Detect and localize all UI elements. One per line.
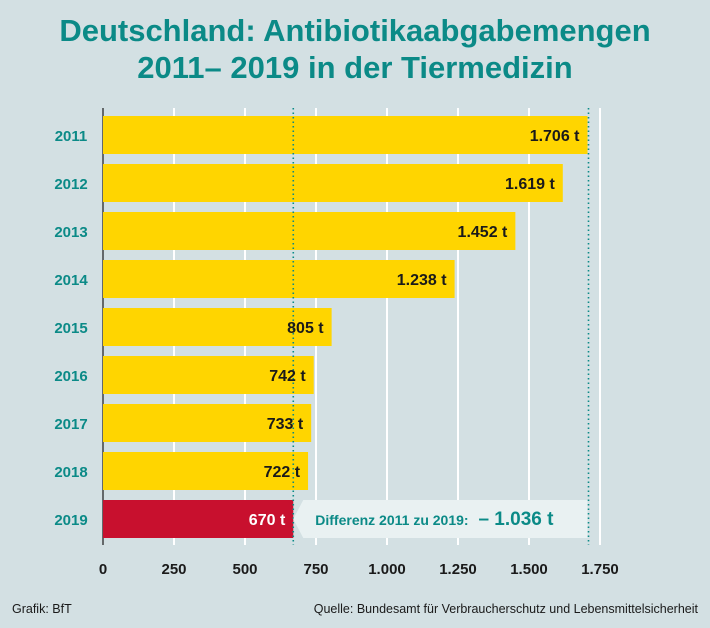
y-axis-categories: 2011 2012 2013 2014 2015 2016 2017 2018 2019 bbox=[54, 128, 88, 529]
bar-value-label: 722 t bbox=[264, 464, 301, 481]
chart-title-line-1: Deutschland: Antibiotikaabgabemengen bbox=[59, 13, 651, 48]
bar-2015 bbox=[103, 308, 332, 346]
bar-value-label: 733 t bbox=[267, 416, 304, 433]
x-tick-label: 250 bbox=[161, 561, 186, 578]
reference-lines bbox=[292, 108, 590, 545]
x-tick-label: 1.250 bbox=[439, 561, 477, 578]
annotation-text: Differenz 2011 zu 2019: – 1.036 t bbox=[315, 509, 554, 530]
x-tick-label: 1.500 bbox=[510, 561, 548, 578]
bar-2019 bbox=[103, 500, 294, 538]
bar-2017 bbox=[103, 404, 312, 442]
annotation-value: – 1.036 t bbox=[478, 509, 554, 530]
chart-title-line-2: 2011– 2019 in der Tiermedizin bbox=[137, 50, 573, 85]
bar-value-label: 742 t bbox=[269, 368, 306, 385]
bar-2011 bbox=[103, 116, 588, 154]
bar-value-label: 670 t bbox=[249, 512, 286, 529]
bar-value-label: 805 t bbox=[287, 320, 324, 337]
x-tick-label: 0 bbox=[99, 561, 107, 578]
bar-value-label: 1.452 t bbox=[458, 224, 508, 241]
bar-value-label: 1.706 t bbox=[530, 128, 580, 145]
bar-value-labels: 1.706 t 1.619 t 1.452 t 1.238 t 805 t 742 t 73… bbox=[249, 128, 580, 529]
category-label: 2018 bbox=[54, 464, 87, 481]
x-axis-tick-labels: 0 250 500 750 1.000 1.250 1.500 1.750 bbox=[99, 561, 619, 578]
difference-annotation: Differenz 2011 zu 2019: – 1.036 t bbox=[293, 500, 588, 538]
bars bbox=[103, 116, 588, 538]
bar-2012 bbox=[103, 164, 563, 202]
chart-title: Deutschland: Antibiotikaabgabemengen 201… bbox=[0, 12, 710, 86]
bar-2018 bbox=[103, 452, 309, 490]
credit-text: Grafik: BfT bbox=[12, 602, 72, 616]
bar-2013 bbox=[103, 212, 516, 250]
annotation-box bbox=[293, 500, 588, 538]
category-label: 2012 bbox=[54, 176, 87, 193]
category-label: 2017 bbox=[54, 416, 87, 433]
category-label: 2013 bbox=[54, 224, 87, 241]
x-tick-label: 1.750 bbox=[581, 561, 619, 578]
category-label: 2019 bbox=[54, 512, 87, 529]
x-tick-label: 500 bbox=[232, 561, 257, 578]
category-label: 2016 bbox=[54, 368, 87, 385]
category-label: 2011 bbox=[55, 128, 88, 145]
x-tick-label: 750 bbox=[303, 561, 328, 578]
bar-2014 bbox=[103, 260, 455, 298]
source-text: Quelle: Bundesamt für Verbraucherschutz … bbox=[313, 602, 698, 616]
bar-2016 bbox=[103, 356, 314, 394]
x-tick-label: 1.000 bbox=[368, 561, 406, 578]
bar-value-label: 1.619 t bbox=[505, 176, 555, 193]
annotation-label: Differenz 2011 zu 2019: bbox=[315, 512, 472, 528]
category-label: 2014 bbox=[54, 272, 88, 289]
category-label: 2015 bbox=[54, 320, 87, 337]
bar-value-label: 1.238 t bbox=[397, 272, 447, 289]
